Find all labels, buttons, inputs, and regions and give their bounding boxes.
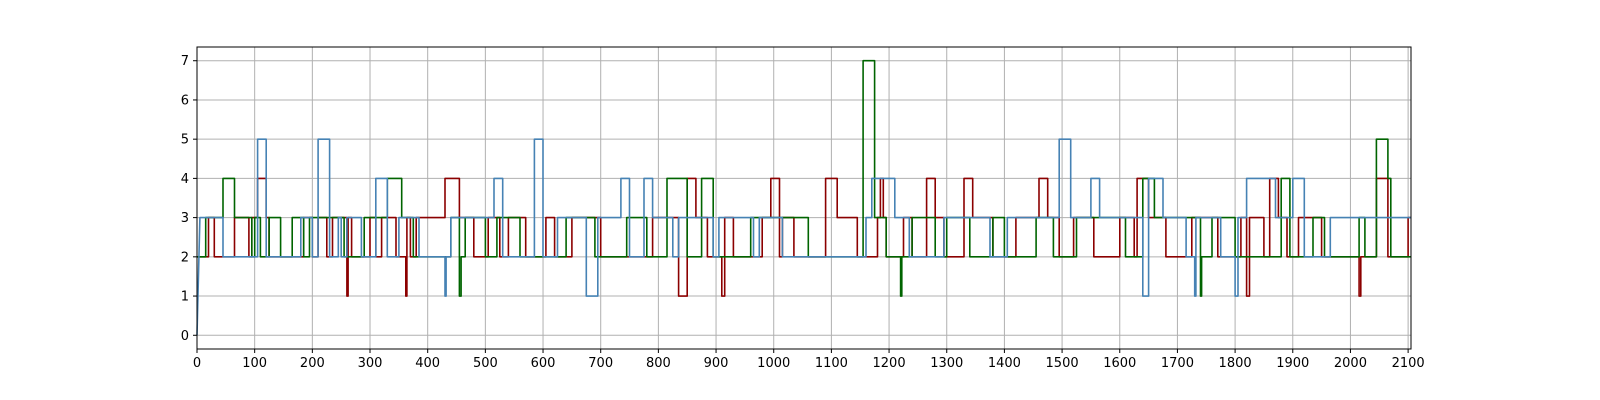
series-line-3 bbox=[196, 138, 1411, 336]
y-tick-label: 7 bbox=[181, 54, 189, 69]
x-tick-label: 900 bbox=[704, 356, 729, 371]
y-tick-label: 2 bbox=[181, 250, 189, 265]
y-tick-label: 1 bbox=[181, 290, 189, 305]
x-tick-label: 1500 bbox=[1046, 356, 1079, 371]
x-tick-label: 1700 bbox=[1161, 356, 1194, 371]
y-tick-label: 0 bbox=[181, 329, 189, 344]
series-line-2 bbox=[197, 59, 1411, 297]
x-tick-label: 1400 bbox=[988, 356, 1021, 371]
x-tick-label: 1600 bbox=[1103, 356, 1136, 371]
x-tick-label: 300 bbox=[358, 356, 383, 371]
x-tick-label: 2100 bbox=[1392, 356, 1425, 371]
x-tick-label: 700 bbox=[588, 356, 613, 371]
x-tick-label: 1800 bbox=[1219, 356, 1252, 371]
y-tick-label: 4 bbox=[181, 172, 189, 187]
data-series bbox=[196, 59, 1411, 336]
y-tick-label: 6 bbox=[181, 93, 189, 108]
x-axis: 0 100 200 300 400 500 600 700 800 900 1000 1100 1200… bbox=[193, 349, 1425, 371]
x-tick-label: 1900 bbox=[1276, 356, 1309, 371]
x-tick-label: 2000 bbox=[1334, 356, 1367, 371]
x-tick-label: 100 bbox=[242, 356, 267, 371]
plot-frame bbox=[196, 46, 1412, 350]
x-tick-label: 0 bbox=[193, 356, 201, 371]
x-tick-label: 400 bbox=[415, 356, 440, 371]
x-tick-label: 800 bbox=[646, 356, 671, 371]
x-tick-label: 1200 bbox=[873, 356, 906, 371]
y-tick-label: 5 bbox=[181, 133, 189, 148]
x-tick-label: 1100 bbox=[815, 356, 848, 371]
y-axis: 0 1 2 3 4 5 6 7 bbox=[181, 54, 197, 344]
x-tick-label: 500 bbox=[473, 356, 498, 371]
x-tick-label: 1300 bbox=[930, 356, 963, 371]
x-tick-label: 200 bbox=[300, 356, 325, 371]
x-tick-label: 1000 bbox=[757, 356, 790, 371]
x-tick-label: 600 bbox=[531, 356, 556, 371]
y-tick-label: 3 bbox=[181, 211, 189, 226]
